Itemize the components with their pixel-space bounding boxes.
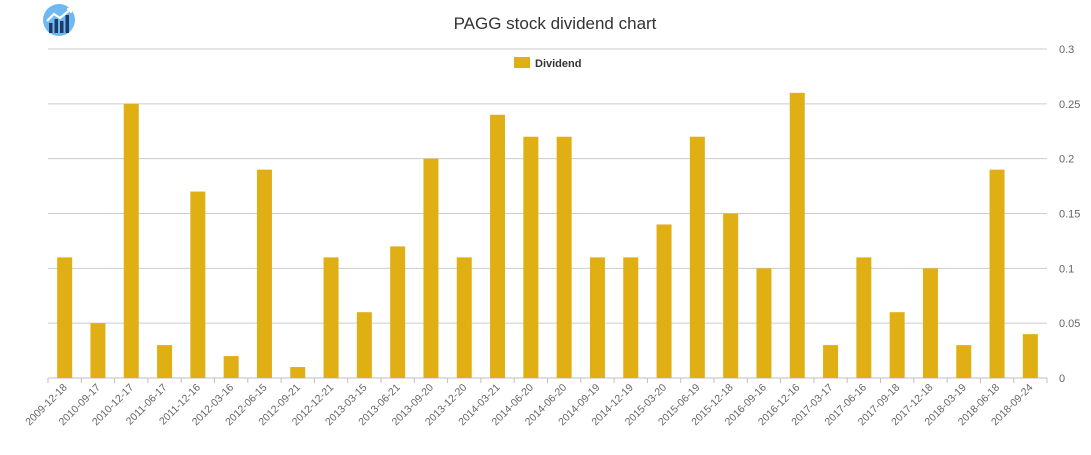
legend-label: Dividend — [535, 58, 581, 70]
bar[interactable] — [423, 158, 439, 378]
bar[interactable] — [223, 356, 239, 378]
legend[interactable]: Dividend — [514, 57, 581, 70]
bar[interactable] — [956, 345, 972, 378]
bars — [57, 92, 1038, 379]
bar[interactable] — [490, 114, 506, 379]
bar[interactable] — [689, 136, 705, 378]
bar[interactable] — [856, 257, 872, 378]
bar[interactable] — [756, 268, 772, 378]
bar-chart-logo-icon — [43, 4, 75, 36]
y-axis-ticks: 0 0.05 0.1 0.15 0.2 0.25 0.3 — [1059, 44, 1080, 385]
bar[interactable] — [623, 257, 639, 378]
legend-swatch — [514, 57, 530, 68]
bar[interactable] — [523, 136, 539, 378]
bar[interactable] — [922, 268, 938, 378]
bar[interactable] — [1022, 334, 1038, 378]
y-tick-label: 0.3 — [1059, 44, 1074, 56]
chart-title: PAGG stock dividend chart — [454, 14, 657, 33]
bar[interactable] — [390, 246, 406, 378]
bar[interactable] — [90, 323, 106, 378]
y-tick-label: 0.15 — [1059, 209, 1080, 221]
y-tick-label: 0 — [1059, 373, 1065, 385]
bar[interactable] — [556, 136, 572, 378]
y-tick-label: 0.25 — [1059, 99, 1080, 111]
bar[interactable] — [889, 312, 905, 378]
bar[interactable] — [823, 345, 839, 378]
bar[interactable] — [989, 169, 1005, 378]
gridlines — [48, 48, 1047, 379]
bar[interactable] — [789, 92, 805, 378]
bar[interactable] — [656, 224, 672, 378]
bar[interactable] — [323, 257, 339, 378]
bar[interactable] — [157, 345, 173, 378]
y-tick-label: 0.05 — [1059, 318, 1080, 330]
bar[interactable] — [290, 367, 306, 378]
bar[interactable] — [356, 312, 372, 378]
y-tick-label: 0.2 — [1059, 154, 1074, 166]
bar[interactable] — [256, 169, 272, 378]
x-axis-ticks: 2009-12-182010-09-172010-12-172011-06-17… — [23, 378, 1048, 428]
y-tick-label: 0.1 — [1059, 263, 1074, 275]
bar[interactable] — [589, 257, 605, 378]
bar[interactable] — [123, 103, 139, 378]
bar[interactable] — [456, 257, 472, 378]
bar[interactable] — [723, 213, 739, 379]
bar[interactable] — [190, 191, 206, 378]
bar[interactable] — [57, 257, 73, 378]
